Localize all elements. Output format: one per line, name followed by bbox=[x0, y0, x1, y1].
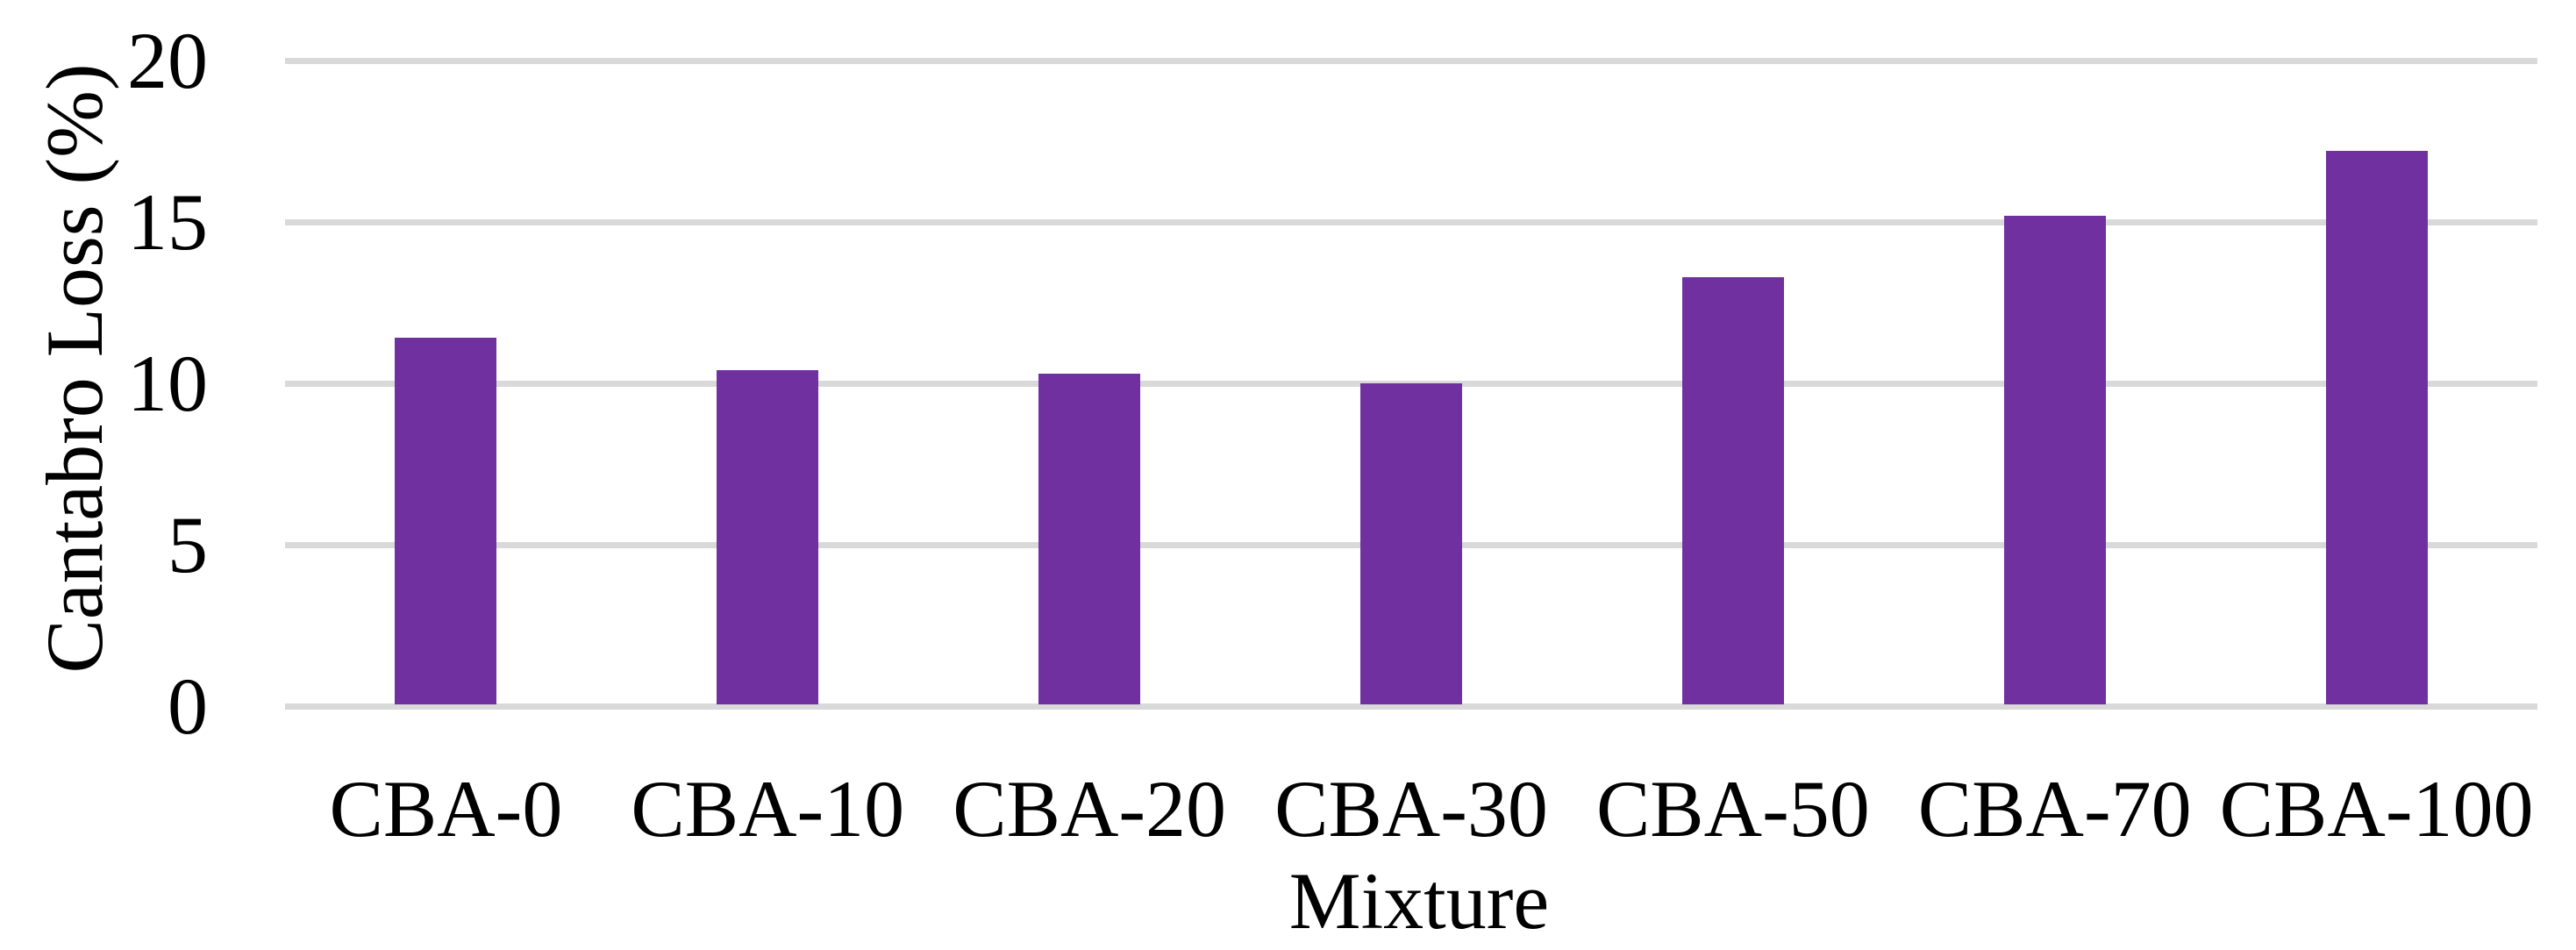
bar-cba-0 bbox=[395, 338, 497, 704]
y-tick-label-0: 0 bbox=[168, 661, 208, 751]
x-tick-label-cba-30: CBA-30 bbox=[1274, 764, 1548, 854]
y-tick-label-10: 10 bbox=[127, 339, 208, 428]
bar-cba-70 bbox=[2003, 215, 2106, 704]
x-tick-label-cba-100: CBA-100 bbox=[2219, 764, 2534, 854]
x-axis-title: Mixture bbox=[1288, 856, 1550, 946]
y-tick-label-5: 5 bbox=[168, 500, 208, 589]
x-tick-label-cba-0: CBA-0 bbox=[329, 764, 563, 854]
bar-cba-100 bbox=[2325, 151, 2428, 704]
gridline-y-20 bbox=[285, 57, 2537, 64]
gridline-y-15 bbox=[285, 218, 2537, 225]
bar-cba-30 bbox=[1360, 383, 1462, 704]
x-tick-label-cba-10: CBA-10 bbox=[631, 764, 905, 854]
bar-cba-50 bbox=[1681, 276, 1784, 704]
gridline-y-0 bbox=[285, 703, 2537, 710]
y-tick-label-20: 20 bbox=[127, 16, 208, 105]
bar-cba-10 bbox=[717, 370, 819, 704]
bar-cba-20 bbox=[1038, 373, 1141, 704]
y-tick-label-15: 15 bbox=[127, 177, 208, 267]
x-tick-label-cba-20: CBA-20 bbox=[953, 764, 1227, 854]
x-tick-label-cba-50: CBA-50 bbox=[1595, 764, 1870, 854]
x-tick-label-cba-70: CBA-70 bbox=[1917, 764, 2192, 854]
